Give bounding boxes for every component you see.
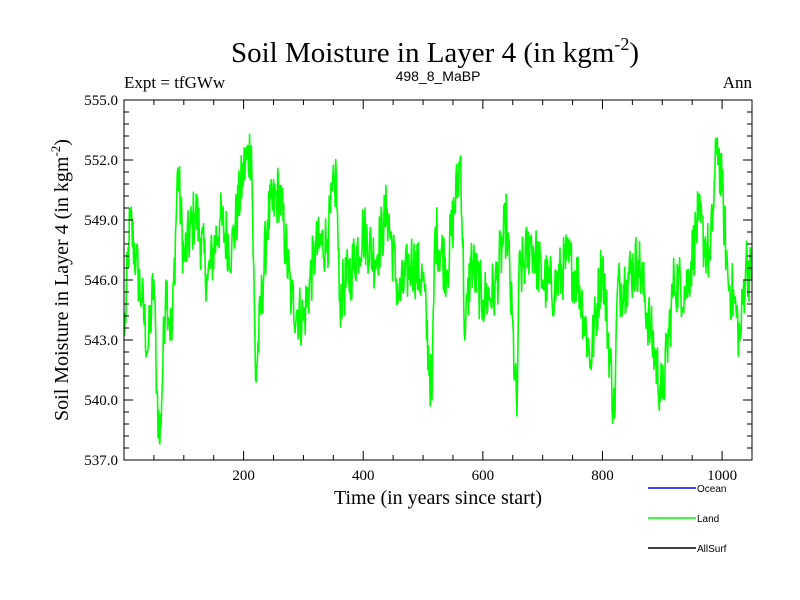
subtitle-left: Expt = tfGWw [124,73,226,92]
y-tick-label: 552.0 [84,153,118,169]
legend-label: Land [697,514,719,525]
x-tick-label: 800 [591,468,614,484]
legend: Ocean Land AllSurf [648,484,727,555]
x-tick-label: 400 [352,468,375,484]
y-tick-label: 543.0 [84,333,118,349]
y-axis-ticks: 537.0 540.0 543.0 546.0 549.0 552.0 555.0 [84,93,752,469]
plot-frame [123,99,753,461]
x-tick-label: 200 [232,468,255,484]
chart-title: Soil Moisture in Layer 4 (in kgm-2) [231,34,639,69]
subtitle-right: Ann [723,73,753,92]
x-axis-label: Time (in years since start) [334,487,542,509]
subtitle-center: 498_8_MaBP [396,68,481,84]
y-axis-label: Soil Moisture in Layer 4 (in kgm-2) [48,139,73,421]
x-tick-label: 1000 [707,468,737,484]
series-line-land [123,133,753,445]
y-tick-label: 549.0 [84,213,118,229]
plot-area: 537.0 540.0 543.0 546.0 549.0 552.0 555.0 200 4… [84,93,753,484]
y-tick-label: 540.0 [84,393,118,409]
x-tick-label: 600 [472,468,495,484]
y-tick-label: 537.0 [84,453,118,469]
series-layer [123,133,753,445]
y-tick-label: 555.0 [84,93,118,109]
legend-label: Ocean [697,484,726,495]
legend-label: AllSurf [697,544,727,555]
y-tick-label: 546.0 [84,273,118,289]
x-axis-ticks: 200 400 600 800 1000 [153,100,737,484]
